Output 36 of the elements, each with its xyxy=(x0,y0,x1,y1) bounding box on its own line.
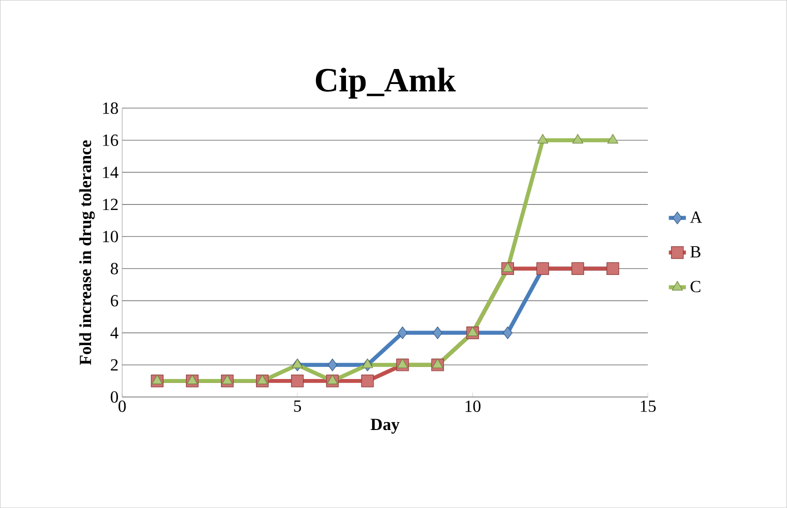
y-tick-label: 18 xyxy=(103,102,118,114)
legend-label: A xyxy=(690,211,702,223)
x-tick-label: 0 xyxy=(118,400,126,412)
point xyxy=(398,326,408,340)
point xyxy=(326,374,338,384)
x-tick-label: 15 xyxy=(640,400,656,412)
y-tick-label: 6 xyxy=(110,294,118,306)
y-tick-label: 4 xyxy=(110,327,118,338)
point xyxy=(502,326,512,340)
chart-title: Cip_Amk xyxy=(316,68,456,99)
point xyxy=(362,358,373,368)
point xyxy=(432,326,442,340)
y-tick-label: 14 xyxy=(103,166,118,178)
point xyxy=(328,358,338,372)
y-tick-label: 16 xyxy=(103,134,118,146)
y-tick-label: 0 xyxy=(110,391,118,403)
y-axis-title: Fold increase in drug tolerance xyxy=(79,140,95,365)
y-tick-label: 12 xyxy=(103,198,118,210)
point xyxy=(502,262,514,272)
point xyxy=(467,326,478,336)
y-tick-label: 2 xyxy=(110,359,118,370)
x-tick-label: 5 xyxy=(294,400,301,412)
x-axis-title: Day xyxy=(370,418,400,434)
legend-label: B xyxy=(690,246,700,258)
x-tick-label: 10 xyxy=(466,400,480,412)
point xyxy=(432,358,444,368)
point xyxy=(607,134,618,144)
point xyxy=(152,374,163,384)
y-tick-label: 8 xyxy=(110,262,118,274)
point xyxy=(361,374,374,388)
point xyxy=(537,134,548,144)
y-tick-label: 10 xyxy=(103,230,118,242)
legend-label: C xyxy=(690,280,700,292)
point xyxy=(292,358,303,368)
point xyxy=(291,374,304,388)
point xyxy=(572,134,584,144)
